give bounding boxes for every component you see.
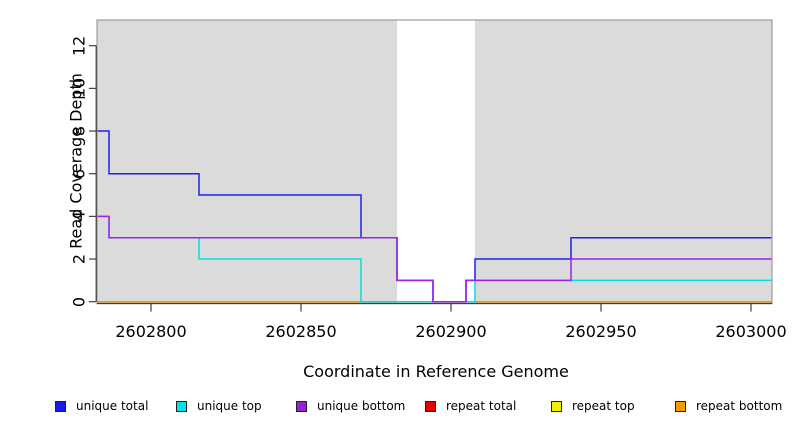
x-tick-label: 2602800 (115, 322, 187, 341)
x-tick-label: 2603000 (715, 322, 787, 341)
y-tick-label: 4 (69, 211, 89, 222)
y-tick-label: 8 (69, 125, 89, 137)
y-tick-label: 6 (69, 168, 89, 179)
x-tick-label: 2602850 (265, 322, 337, 341)
y-tick-label: 2 (69, 253, 89, 265)
y-axis-title: Read Coverage Depth (66, 73, 86, 249)
series-line-unique-bottom (97, 215, 772, 303)
x-tick-label: 2602900 (415, 322, 487, 341)
y-tick-label: 12 (69, 35, 89, 56)
x-axis-title: Coordinate in Reference Genome (303, 362, 569, 381)
y-tick-label: 0 (69, 296, 89, 307)
y-tick-label: 10 (69, 78, 89, 99)
shaded-region (475, 20, 772, 304)
shaded-region (97, 20, 397, 304)
x-tick-label: 2602950 (565, 322, 637, 341)
